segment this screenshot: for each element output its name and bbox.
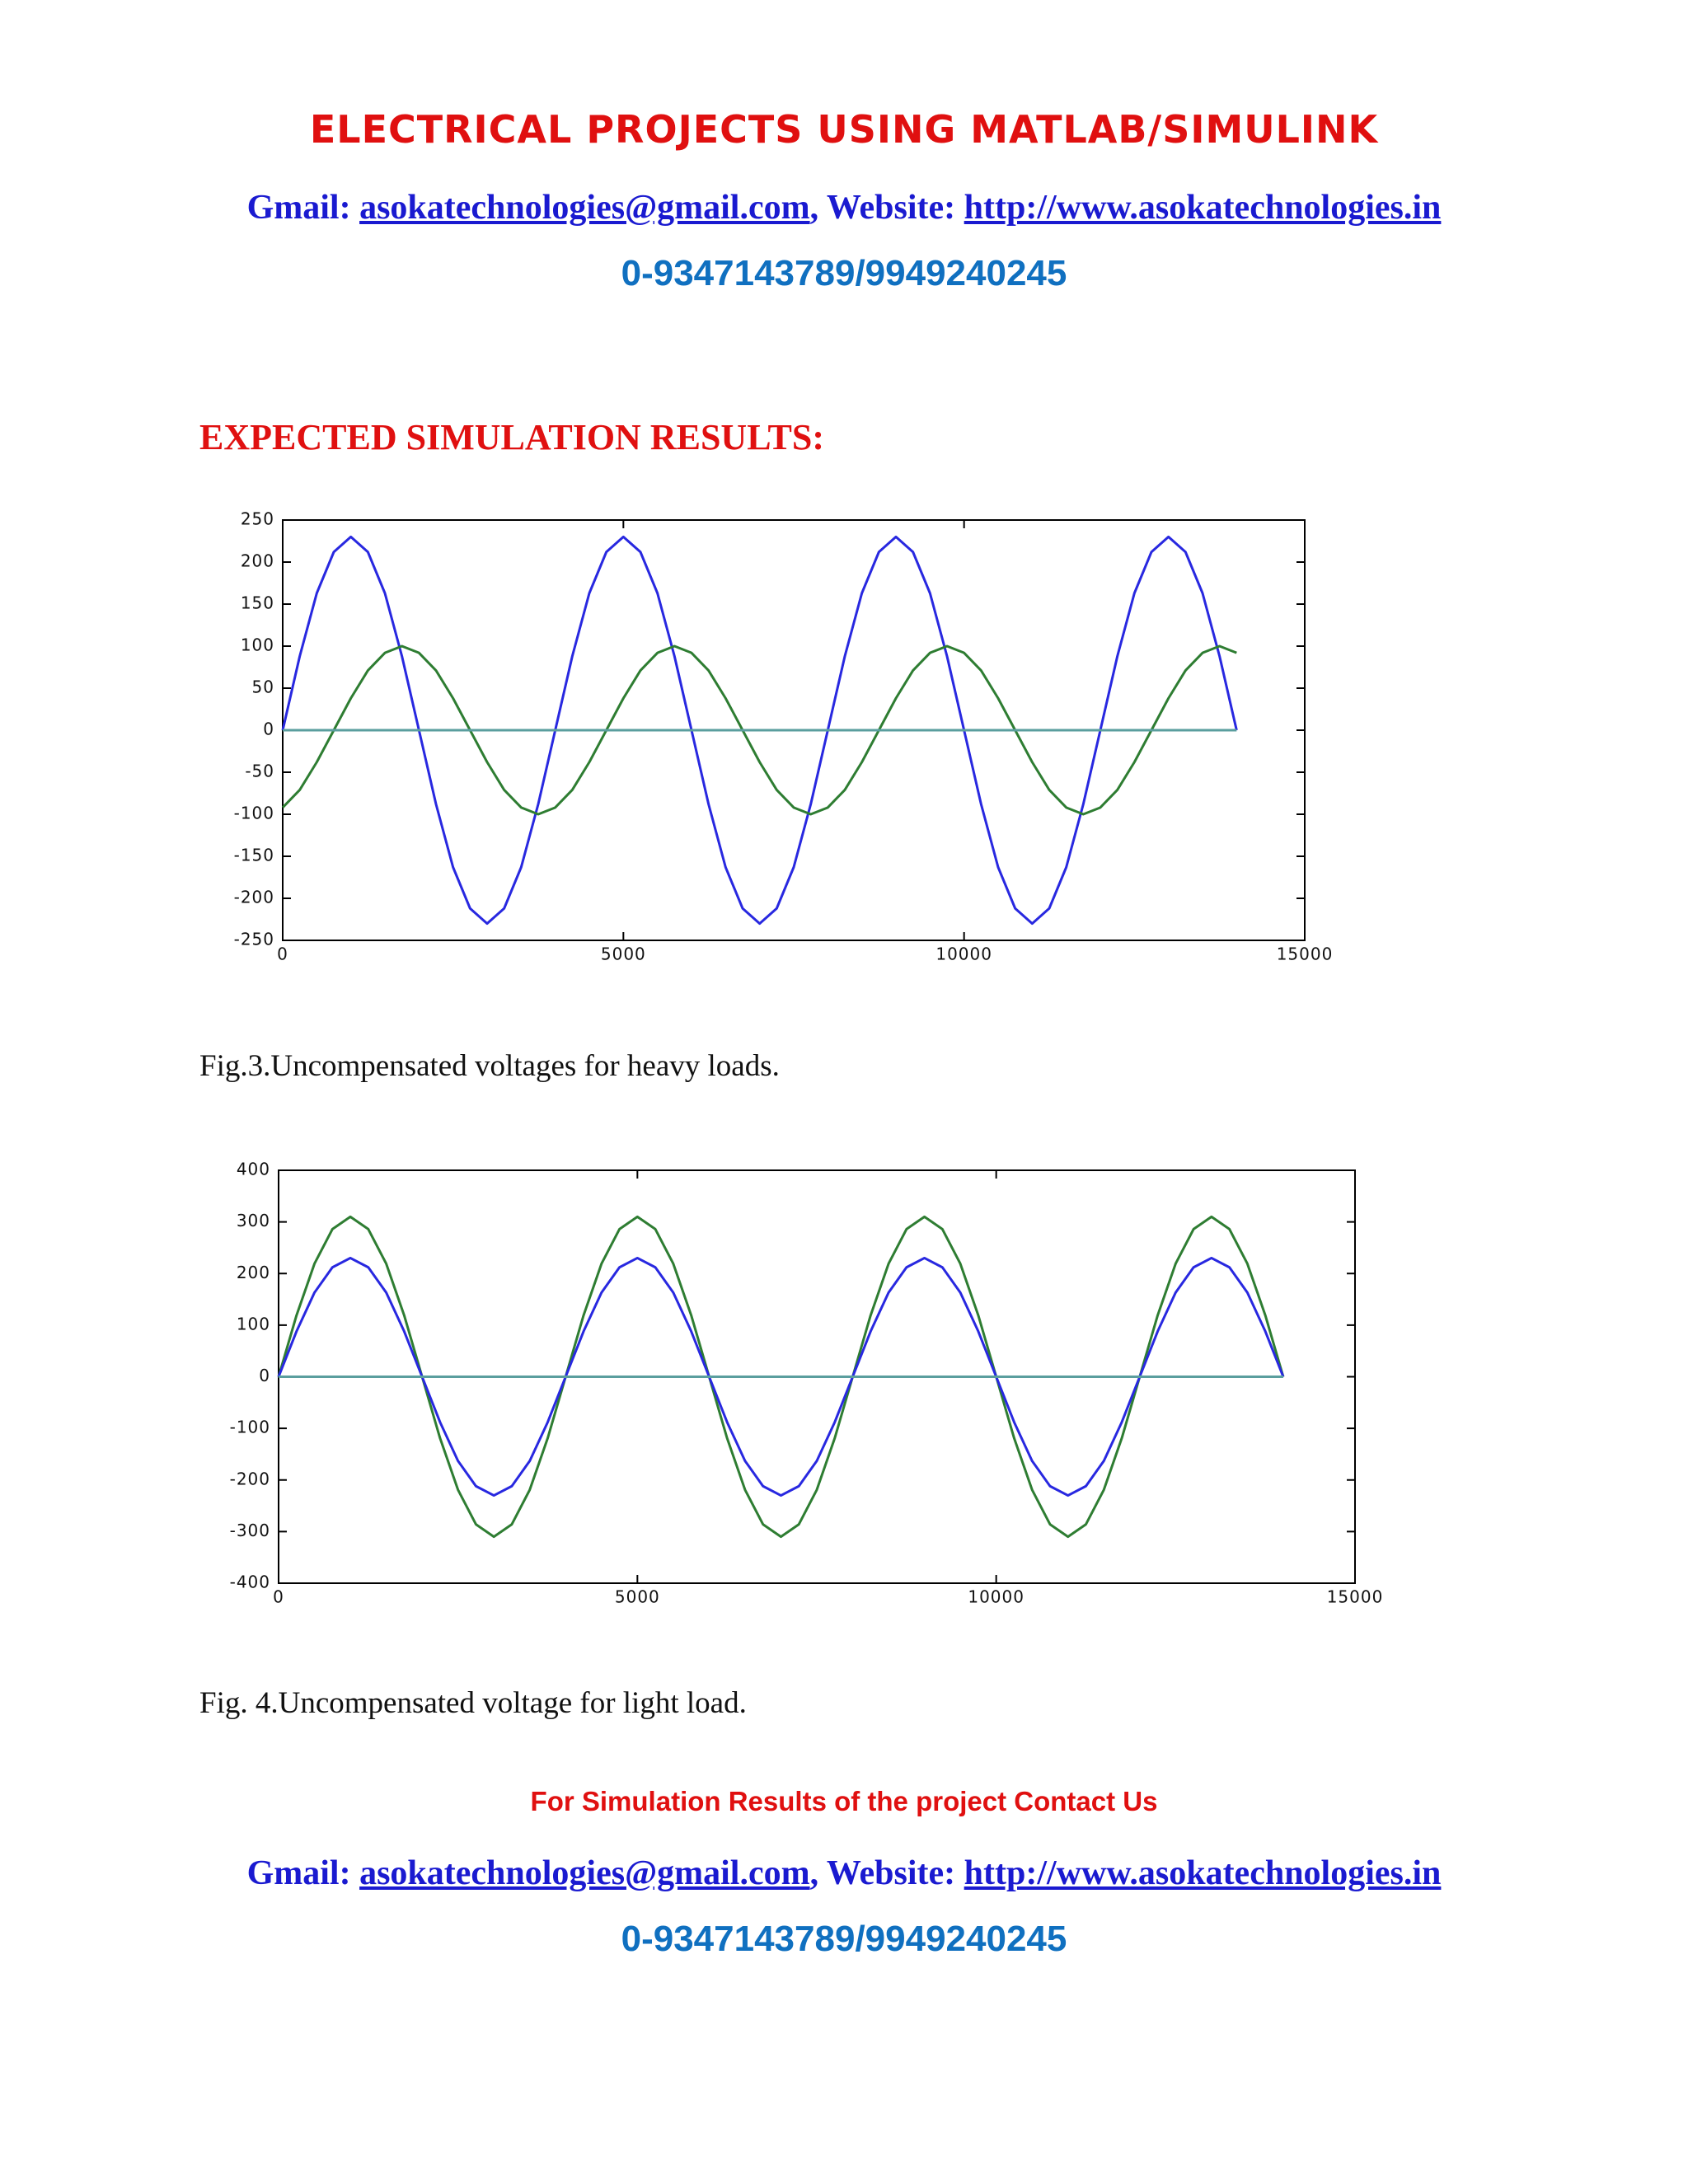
y-tick-label: -250 (234, 930, 274, 949)
page-title: ELECTRICAL PROJECTS USING MATLAB/SIMULIN… (309, 107, 1379, 152)
y-tick-label: 400 (237, 1160, 270, 1179)
email-link[interactable]: asokatechnologies@gmail.com (359, 189, 810, 227)
y-tick-label: -300 (230, 1521, 270, 1540)
y-tick-label: 200 (237, 1263, 270, 1282)
x-tick-label: 15000 (1327, 1587, 1384, 1607)
y-tick-label: -50 (245, 762, 274, 781)
contact-line: Gmail: asokatechnologies@gmail.com, Webs… (0, 1854, 1688, 1893)
website-label: , Website: (809, 1854, 956, 1892)
y-tick-label: -100 (234, 804, 274, 823)
website-link[interactable]: http://www.asokatechnologies.in (964, 1854, 1442, 1892)
y-tick-label: -200 (230, 1469, 270, 1488)
x-tick-label: 0 (273, 1587, 284, 1607)
y-tick-label: 50 (252, 677, 274, 697)
website-link[interactable]: http://www.asokatechnologies.in (964, 189, 1442, 227)
y-tick-label: 300 (237, 1211, 270, 1230)
y-tick-label: 100 (241, 635, 274, 655)
email-link[interactable]: asokatechnologies@gmail.com (359, 1854, 810, 1892)
series-line (281, 644, 1237, 816)
y-tick-label: 200 (241, 551, 274, 571)
figure-caption: Fig. 4.Uncompensated voltage for light l… (199, 1686, 747, 1720)
x-tick-label: 10000 (935, 944, 992, 964)
section-title: EXPECTED SIMULATION RESULTS: (199, 417, 824, 457)
y-tick-label: -150 (234, 846, 274, 865)
y-tick-label: -400 (230, 1572, 270, 1592)
gmail-label: Gmail: (246, 1854, 351, 1892)
series-line (281, 535, 1238, 926)
y-tick-label: 150 (241, 593, 274, 613)
x-tick-label: 5000 (615, 1587, 660, 1607)
series-line (277, 1215, 1285, 1539)
x-tick-label: 5000 (601, 944, 646, 964)
phone: 0-9347143789/9949240245 (621, 1919, 1067, 1959)
x-tick-label: 10000 (968, 1587, 1025, 1607)
website-label: , Website: (809, 189, 956, 227)
gmail-label: Gmail: (246, 189, 351, 227)
y-tick-label: 0 (263, 719, 274, 739)
x-tick-label: 0 (277, 944, 288, 964)
phone: 0-9347143789/9949240245 (621, 253, 1067, 293)
footer-note: For Simulation Results of the project Co… (530, 1786, 1158, 1816)
y-tick-label: 0 (259, 1366, 270, 1385)
y-tick-label: -100 (230, 1418, 270, 1437)
series-line (277, 1256, 1285, 1497)
y-tick-label: -200 (234, 888, 274, 907)
contact-line: Gmail: asokatechnologies@gmail.com, Webs… (0, 188, 1688, 227)
figure-caption: Fig.3.Uncompensated voltages for heavy l… (199, 1049, 780, 1083)
x-tick-label: 15000 (1277, 944, 1334, 964)
y-tick-label: 100 (237, 1314, 270, 1333)
y-tick-label: 250 (241, 509, 274, 529)
